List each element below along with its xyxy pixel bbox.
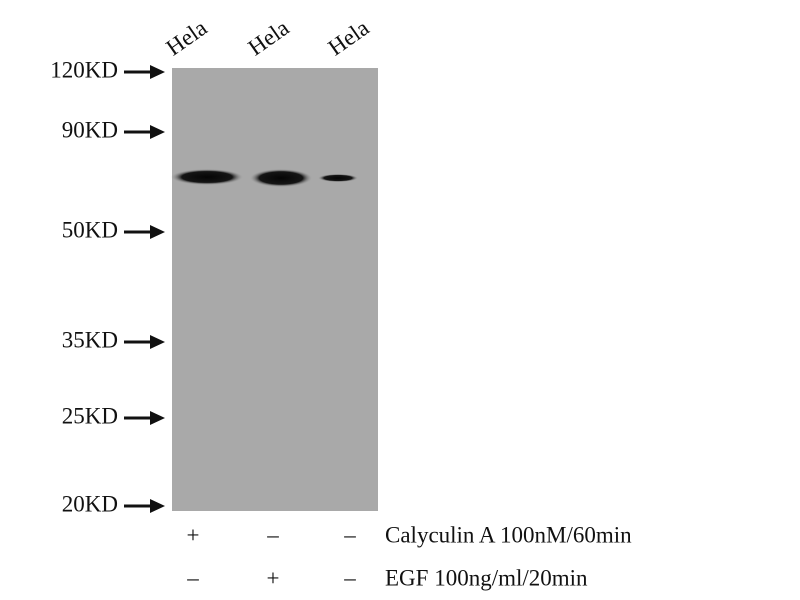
lane-label: Hela <box>162 15 212 60</box>
marker-arrowhead <box>150 335 165 349</box>
marker-label: 50KD <box>62 217 118 242</box>
lane-label: Hela <box>324 15 374 60</box>
treatment-sign: – <box>266 522 279 547</box>
marker-arrowhead <box>150 225 165 239</box>
treatment-sign: – <box>343 565 356 590</box>
band <box>318 174 358 182</box>
marker-arrowhead <box>150 499 165 513</box>
marker-arrowhead <box>150 411 165 425</box>
treatment-sign: – <box>343 522 356 547</box>
marker-arrowhead <box>150 65 165 79</box>
treatment-label: EGF 100ng/ml/20min <box>385 565 588 590</box>
band <box>171 169 243 185</box>
marker-label: 120KD <box>50 57 118 82</box>
lane-label: Hela <box>244 15 294 60</box>
marker-label: 35KD <box>62 327 118 352</box>
treatment-label: Calyculin A 100nM/60min <box>385 522 632 547</box>
blot-membrane <box>172 68 378 511</box>
marker-arrowhead <box>150 125 165 139</box>
marker-label: 20KD <box>62 491 118 516</box>
band <box>250 169 312 187</box>
marker-label: 25KD <box>62 403 118 428</box>
marker-label: 90KD <box>62 117 118 142</box>
treatment-sign: – <box>186 565 199 590</box>
treatment-sign: + <box>267 565 280 590</box>
treatment-sign: + <box>187 522 200 547</box>
